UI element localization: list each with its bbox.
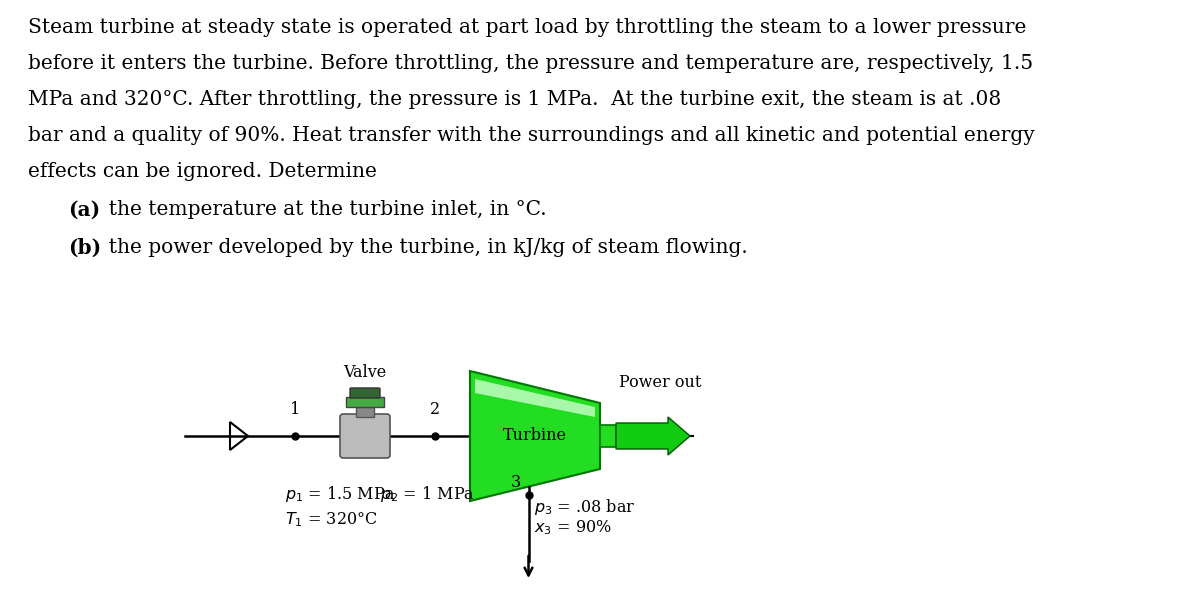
Text: before it enters the turbine. Before throttling, the pressure and temperature ar: before it enters the turbine. Before thr… xyxy=(28,54,1033,73)
Text: (b): (b) xyxy=(68,238,101,258)
FancyArrow shape xyxy=(616,417,690,455)
Polygon shape xyxy=(475,379,595,417)
Text: effects can be ignored. Determine: effects can be ignored. Determine xyxy=(28,162,377,181)
Text: the power developed by the turbine, in kJ/kg of steam flowing.: the power developed by the turbine, in k… xyxy=(96,238,748,257)
Text: 2: 2 xyxy=(430,401,440,418)
Text: $p_1$ = 1.5 MPa: $p_1$ = 1.5 MPa xyxy=(286,484,395,504)
FancyBboxPatch shape xyxy=(356,407,374,417)
Text: the temperature at the turbine inlet, in °C.: the temperature at the turbine inlet, in… xyxy=(96,200,547,219)
Text: $T_1$ = 320°C: $T_1$ = 320°C xyxy=(286,510,378,529)
Text: Turbine: Turbine xyxy=(503,427,568,444)
FancyBboxPatch shape xyxy=(350,388,380,398)
Text: Valve: Valve xyxy=(343,364,386,381)
Text: 3: 3 xyxy=(510,473,521,491)
Text: Power out: Power out xyxy=(619,374,702,391)
Text: $p_2$ = 1 MPa: $p_2$ = 1 MPa xyxy=(380,484,475,504)
Text: $x_3$ = 90%: $x_3$ = 90% xyxy=(534,518,612,537)
FancyBboxPatch shape xyxy=(600,425,616,447)
Text: Steam turbine at steady state is operated at part load by throttling the steam t: Steam turbine at steady state is operate… xyxy=(28,18,1026,37)
Text: (a): (a) xyxy=(68,200,100,220)
Text: bar and a quality of 90%. Heat transfer with the surroundings and all kinetic an: bar and a quality of 90%. Heat transfer … xyxy=(28,126,1034,145)
Text: 1: 1 xyxy=(290,401,300,418)
FancyBboxPatch shape xyxy=(340,414,390,458)
Polygon shape xyxy=(470,371,600,501)
FancyBboxPatch shape xyxy=(346,397,384,407)
Text: MPa and 320°C. After throttling, the pressure is 1 MPa.  At the turbine exit, th: MPa and 320°C. After throttling, the pre… xyxy=(28,90,1001,109)
Text: $p_3$ = .08 bar: $p_3$ = .08 bar xyxy=(534,496,636,517)
